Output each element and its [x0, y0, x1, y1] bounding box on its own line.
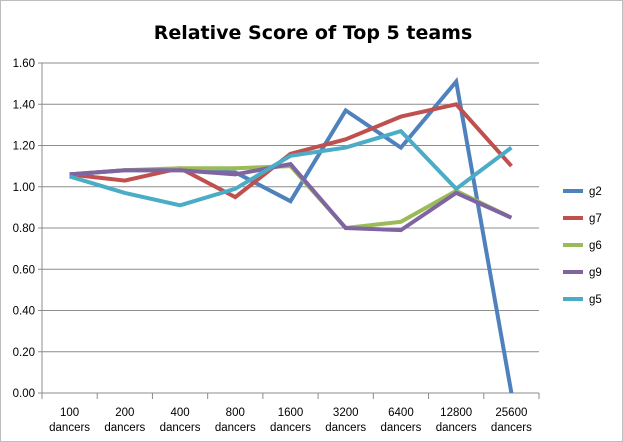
x-tick-label-line: dancers — [104, 422, 145, 434]
y-tick-label: 0.40 — [13, 306, 35, 318]
x-tick-label: 3200 dancers — [325, 407, 366, 434]
x-tick-label: 6400 dancers — [380, 407, 421, 434]
legend-label-g2: g2 — [589, 186, 602, 198]
x-tick-label: 400 dancers — [160, 407, 201, 434]
series-lines — [69, 77, 514, 394]
x-tick-label-line: dancers — [436, 422, 477, 434]
y-tick-label: 0.60 — [13, 264, 35, 276]
x-tick-label-line: dancers — [49, 422, 90, 434]
series-line-g2 — [69, 77, 514, 394]
y-tick-label: 1.00 — [13, 182, 35, 194]
x-tick-label-line: dancers — [270, 422, 311, 434]
x-tick-label-line: dancers — [380, 422, 421, 434]
x-tick-label: 200 dancers — [104, 407, 145, 434]
axes: 0.00 0.20 0.40 0.60 0.80 1.00 1.20 1.40 1.60 100 d… — [13, 58, 540, 434]
x-tick-label-line: 25600 — [495, 407, 527, 419]
x-tick-label: 12800 dancers — [436, 407, 477, 434]
series-line-g9 — [69, 161, 513, 233]
y-tick-label: 0.20 — [13, 347, 35, 359]
y-tick-label: 1.20 — [13, 141, 35, 153]
x-tick-label-line: 6400 — [388, 407, 414, 419]
gridlines — [42, 62, 539, 353]
legend-label-g6: g6 — [589, 240, 602, 252]
x-tick-label-line: dancers — [325, 422, 366, 434]
y-tick-label: 0.80 — [13, 223, 35, 235]
x-tick-label-line: 100 — [60, 407, 79, 419]
legend-label-g5: g5 — [589, 294, 602, 306]
x-tick-label-line: 200 — [115, 407, 134, 419]
x-tick-label: 25600 dancers — [491, 407, 532, 434]
x-tick-label-line: 1600 — [278, 407, 304, 419]
legend-label-g7: g7 — [589, 213, 602, 225]
chart-title: Relative Score of Top 5 teams — [154, 22, 473, 44]
x-tick-label-line: 3200 — [333, 407, 359, 419]
legend: g2 g7 g6 g9 g5 — [563, 186, 602, 306]
x-tick-label: 800 dancers — [215, 407, 256, 434]
y-tick-label: 1.40 — [13, 99, 35, 111]
x-tick-label-line: 400 — [170, 407, 189, 419]
x-tick-label-line: 12800 — [440, 407, 472, 419]
x-tick-label-line: dancers — [160, 422, 201, 434]
x-tick-label-line: 800 — [226, 407, 245, 419]
x-tick-label: 100 dancers — [49, 407, 90, 434]
x-tick-label: 1600 dancers — [270, 407, 311, 434]
legend-label-g9: g9 — [589, 267, 602, 279]
x-tick-label-line: dancers — [215, 422, 256, 434]
series-line-g5 — [69, 128, 513, 208]
y-tick-label: 1.60 — [13, 58, 35, 70]
y-tick-label: 0.00 — [13, 388, 35, 400]
series-line-g7 — [69, 102, 513, 200]
x-tick-label-line: dancers — [491, 422, 532, 434]
